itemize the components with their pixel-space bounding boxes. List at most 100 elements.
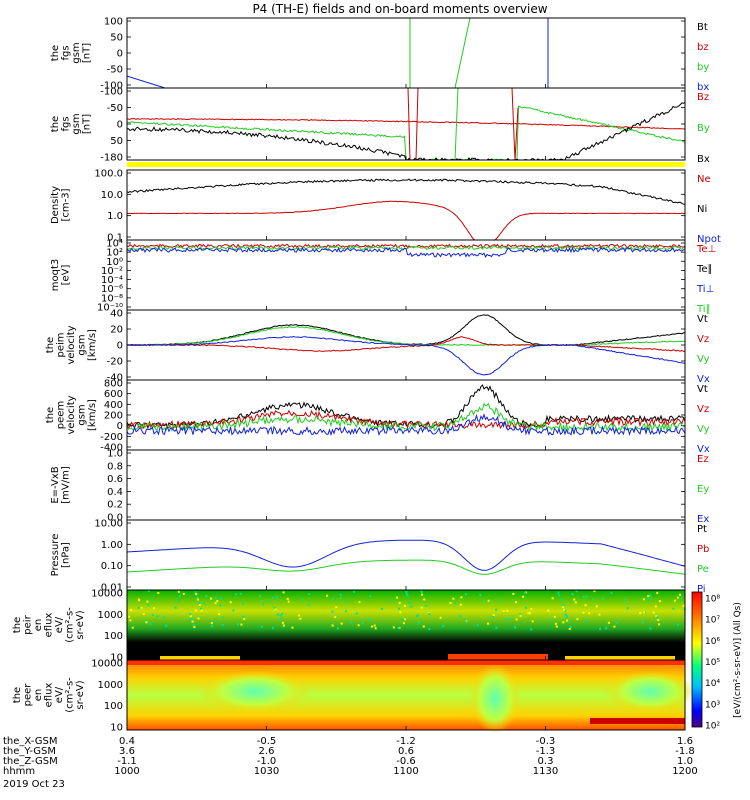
spectrogram-pixel — [335, 606, 338, 609]
spectrogram-pixel — [128, 615, 131, 618]
series-Pi — [127, 539, 685, 571]
spectrogram-pixel — [416, 614, 419, 617]
legend-blue: Pi — [697, 584, 706, 595]
spectrogram-pixel — [195, 593, 198, 596]
ytick-label: 1.00 — [101, 540, 123, 551]
ytick-label: -200 — [100, 432, 123, 443]
spectrogram-pixel — [650, 597, 653, 600]
spectrogram-pixel — [403, 604, 406, 607]
spectrogram-pixel — [280, 617, 283, 620]
ytick-label: 0.6 — [107, 474, 123, 485]
spectrogram-band — [160, 656, 240, 660]
panel-peir: 10000 1000 100 10 the peir en eflux eV/(cm²-s-sr… — [12, 589, 686, 664]
spectrogram-pixel — [214, 619, 217, 622]
ephemeris-value: -1.2 — [396, 736, 416, 747]
spectrogram-pixel — [192, 624, 195, 627]
legend-green: by — [697, 62, 709, 73]
ytick-label: 200 — [104, 411, 123, 422]
spectrogram-pixel — [502, 610, 505, 613]
spectrogram-blob — [200, 670, 310, 713]
ephemeris-value: -0.3 — [536, 736, 556, 747]
ylabel-line: [eV] — [61, 265, 72, 286]
spectrogram-pixel — [574, 601, 577, 604]
ytick-label: 10.00 — [94, 519, 123, 530]
spectrogram-pixel — [649, 627, 652, 630]
spectrogram-pixel — [677, 623, 680, 626]
spectrogram-pixel — [647, 595, 650, 598]
spectrogram-pixel — [358, 601, 361, 604]
spectrogram-pixel — [137, 606, 140, 609]
panel-fgs2: -100 -50 0 50 -180 the fgs gsm [nT] Bz By Bx — [50, 87, 710, 167]
ylabel-line: [mV/m] — [61, 466, 72, 504]
spectrogram-pixel — [129, 609, 132, 612]
spectrogram-pixel — [425, 604, 428, 607]
colorbar-tick: 10⁵ — [705, 658, 720, 668]
ephemeris-value: 3.6 — [119, 746, 135, 757]
quality-flag-bar — [127, 162, 685, 167]
spectrogram-pixel — [282, 624, 285, 627]
series-Vx — [127, 413, 685, 437]
spectrogram-pixel — [198, 604, 201, 607]
spectrogram-pixel — [672, 607, 675, 610]
spectrogram-pixel — [428, 628, 431, 631]
spectrogram-pixel — [189, 615, 192, 618]
spectrogram-pixel — [273, 606, 276, 609]
spectrogram-pixel — [218, 613, 221, 616]
spectrogram-pixel — [551, 597, 554, 600]
legend-blue: bx — [697, 82, 709, 93]
ytick-label: 1.0 — [107, 211, 123, 222]
ylabel-line: fgs — [61, 45, 72, 60]
spectrogram-pixel — [271, 597, 274, 600]
spectrogram-pixel — [301, 598, 304, 601]
spectrogram-pixel — [200, 609, 203, 612]
spectrogram-pixel — [352, 590, 355, 593]
spectrogram-pixel — [200, 607, 203, 610]
spectrogram-pixel — [214, 602, 217, 605]
spectrogram-pixel — [582, 611, 585, 614]
spectrogram-pixel — [483, 600, 486, 603]
ylabel-line: gsm — [71, 42, 82, 63]
series-Bx — [127, 102, 685, 160]
ylabel-line: [nT] — [82, 43, 93, 63]
legend-red: Te⊥ — [696, 244, 716, 255]
panel-frame — [126, 449, 686, 521]
legend-blue: Vx — [697, 374, 710, 385]
spectrogram-pixel — [655, 615, 658, 618]
ylabel-line: peem — [56, 401, 67, 429]
ylabel-line: (cm²-s- — [65, 677, 76, 713]
ephemeris-label: the_Z-GSM — [3, 756, 58, 767]
spectrogram-pixel — [613, 625, 616, 628]
ytick-label: 0 — [117, 120, 123, 131]
ephemeris-label: hhmm — [3, 766, 35, 777]
ytick-label: 10² — [106, 248, 123, 259]
ytick-label: 10⁻¹⁰ — [97, 303, 123, 314]
panel-vel_e: 40 20 0 -20 -40 the peim velocity gsm [km/s] Vt Vz V… — [45, 309, 710, 386]
spectrogram-pixel — [392, 599, 395, 602]
spectrogram-pixel — [279, 614, 282, 617]
spectrogram-pixel — [476, 624, 479, 627]
series-Pe — [127, 559, 685, 575]
ytick-label: 10 — [110, 723, 123, 734]
spectrogram-pixel — [260, 625, 263, 628]
spectrogram-pixel — [398, 601, 401, 604]
spectrogram-pixel — [649, 594, 652, 597]
spectrogram-pixel — [417, 614, 420, 617]
spectrogram-pixel — [298, 614, 301, 617]
legend-green: By — [697, 123, 710, 134]
spectrogram-pixel — [138, 599, 141, 602]
spectrogram-pixel — [506, 609, 509, 612]
spectrogram-pixel — [198, 602, 201, 605]
spectrogram-pixel — [642, 598, 645, 601]
date-label: 2019 Oct 23 — [3, 779, 65, 790]
spectrogram-pixel — [647, 598, 650, 601]
spectrogram-pixel — [505, 618, 508, 621]
spectrogram-pixel — [129, 619, 132, 622]
ylabel-line: eflux — [44, 613, 55, 638]
ytick-label: 0.0 — [107, 513, 123, 524]
spectrogram-pixel — [598, 613, 601, 616]
spectrogram-pixel — [563, 608, 566, 611]
ytick-label: 0.01 — [101, 583, 123, 594]
spectrogram-pixel — [234, 593, 237, 596]
spectrogram-pixel — [571, 593, 574, 596]
